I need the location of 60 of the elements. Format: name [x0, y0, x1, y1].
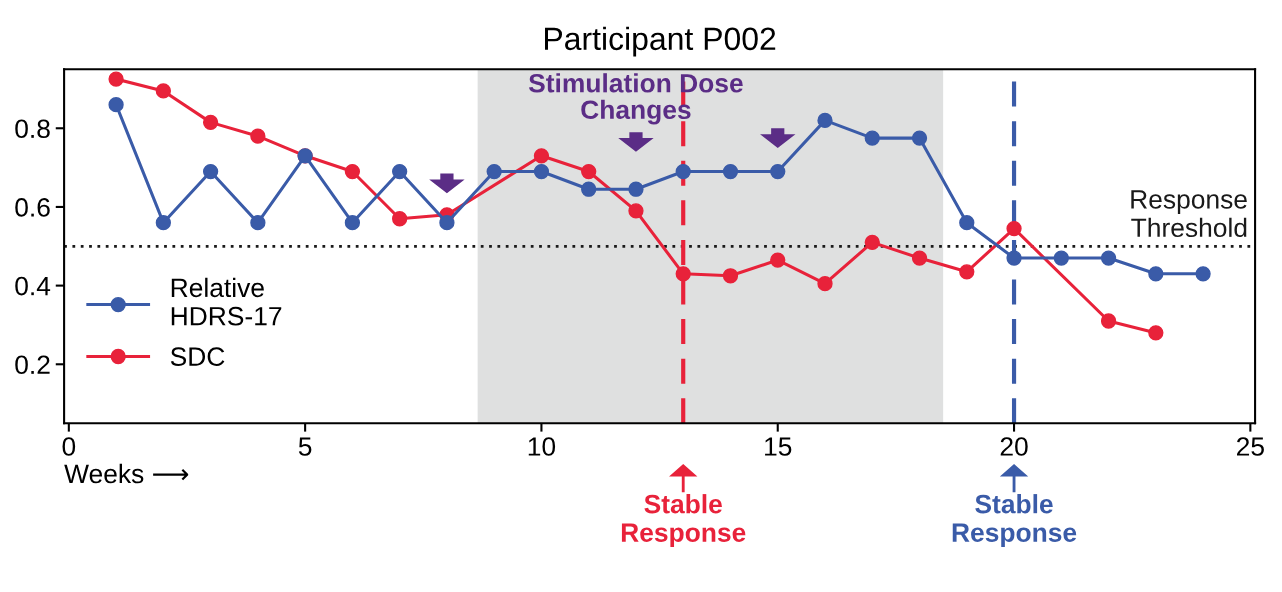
point [770, 252, 786, 268]
y-tick-label: 0.4 [15, 276, 51, 296]
x-tick-label: 0 [62, 437, 76, 456]
x-tick-label: 15 [765, 437, 792, 456]
point [581, 163, 597, 180]
point [911, 130, 928, 146]
point [1053, 250, 1069, 266]
point [250, 215, 266, 231]
x-axis-title: Weeks ⟶ [64, 463, 189, 484]
point [250, 128, 266, 144]
point [628, 181, 644, 197]
legend-label: Relative HDRS-17 [171, 277, 282, 326]
point [628, 203, 644, 219]
point [1006, 220, 1022, 237]
point [911, 250, 928, 266]
point [675, 163, 691, 180]
point [722, 163, 739, 180]
point [1195, 266, 1211, 282]
point [959, 215, 975, 231]
x-tick-label: 10 [528, 437, 556, 456]
point [108, 97, 124, 113]
point [108, 71, 124, 87]
point [1100, 250, 1117, 266]
point [722, 268, 739, 284]
point [1148, 325, 1164, 341]
ref-line-label: Stable Response [621, 494, 746, 548]
point [864, 130, 880, 146]
point [533, 163, 550, 180]
point [581, 181, 597, 197]
point [155, 83, 171, 99]
point [533, 148, 550, 164]
ref-line-label: Stable Response [952, 494, 1077, 548]
y-tick-label: 0.2 [15, 355, 50, 375]
point [202, 163, 219, 180]
point [864, 234, 880, 250]
chart-title: Participant P002 [545, 26, 776, 57]
point [392, 211, 408, 227]
point [817, 112, 833, 129]
point [959, 264, 975, 280]
point [675, 266, 691, 282]
legend-label: SDC [170, 347, 225, 366]
point [486, 163, 502, 180]
ref-line-label: Response Threshold [1131, 190, 1247, 238]
x-tick-label: 5 [298, 437, 312, 456]
point [392, 163, 408, 180]
point [202, 114, 219, 131]
point [817, 276, 833, 292]
point [770, 163, 786, 180]
band-label: Stimulation Dose Changes [528, 73, 743, 125]
point [344, 215, 361, 231]
point [1148, 266, 1164, 282]
x-tick-label: 20 [1000, 437, 1028, 456]
point [344, 163, 361, 180]
y-tick-label: 0.8 [15, 119, 50, 139]
point [1100, 313, 1117, 329]
point [439, 215, 455, 231]
point [155, 215, 171, 231]
point [1006, 250, 1022, 266]
y-tick-label: 0.6 [15, 198, 50, 217]
x-tick-label: 25 [1237, 437, 1264, 456]
